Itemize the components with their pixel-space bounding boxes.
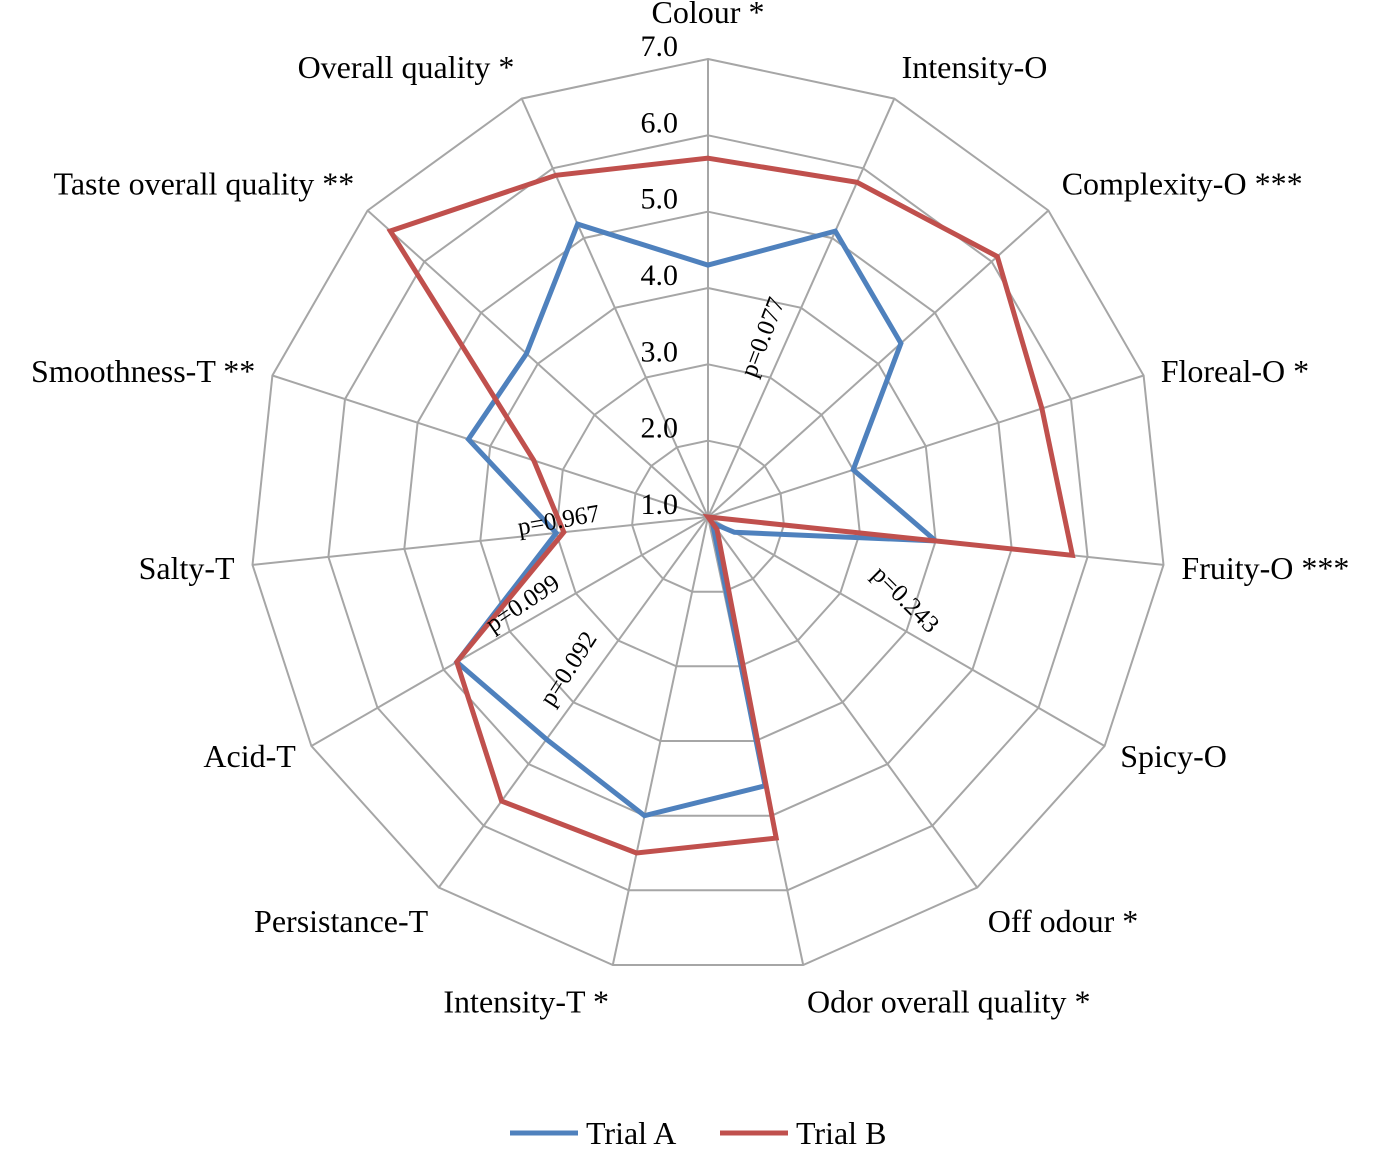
tick-label: 4.0 (641, 259, 679, 292)
spoke (310, 516, 709, 747)
spoke (366, 209, 709, 518)
legend: Trial A Trial B (510, 1115, 886, 1151)
axis-label: Overall quality * (298, 49, 515, 85)
axis-label: Taste overall quality ** (54, 166, 355, 202)
tick-label: 2.0 (641, 412, 679, 445)
axis-label-layer: Colour * Intensity-O Complexity-O *** Flore… (31, 0, 1349, 1020)
axis-label: Colour * (652, 0, 765, 30)
grid-ring-2.0 (631, 439, 785, 593)
grid-layer (251, 57, 1165, 966)
axis-label: Spicy-O (1120, 738, 1227, 774)
spoke (707, 209, 1050, 518)
spoke (252, 516, 709, 566)
series-line-trial-a (453, 221, 943, 819)
grid-ring-6.0 (327, 134, 1089, 892)
spoke (520, 98, 709, 518)
axis-label: Salty-T (139, 550, 235, 586)
axis-label: Odor overall quality * (807, 984, 1090, 1020)
legend-label: Trial A (586, 1115, 676, 1151)
spoke (707, 98, 896, 518)
tick-label: 5.0 (641, 183, 679, 216)
series-layer (386, 155, 1076, 856)
tick-label: 6.0 (641, 106, 679, 139)
grid-ring-3.0 (555, 363, 861, 668)
axis-label: Smoothness-T ** (31, 353, 255, 389)
axis-label: Complexity-O *** (1062, 166, 1303, 202)
p-value-annotation: p=0.077 (736, 294, 791, 381)
axis-label: Off odour * (988, 903, 1139, 939)
grid-ring-7.0 (251, 57, 1165, 966)
axis-label: Acid-T (203, 738, 296, 774)
tick-label: 7.0 (641, 30, 679, 63)
spoke (707, 516, 1106, 747)
axis-label: Persistance-T (254, 903, 429, 939)
grid-ring-5.0 (403, 210, 1013, 817)
axis-label: Intensity-T * (443, 984, 609, 1020)
axis-label: Intensity-O (902, 49, 1048, 85)
grid-ring-4.0 (479, 286, 937, 742)
legend-label: Trial B (796, 1115, 886, 1151)
tick-label: 3.0 (641, 335, 679, 368)
spoke (707, 374, 1144, 518)
tick-label-layer: 1.0 2.0 3.0 4.0 5.0 6.0 7.0 (641, 30, 679, 521)
axis-label: Floreal-O * (1161, 353, 1309, 389)
spoke (272, 374, 709, 518)
spoke (437, 516, 709, 889)
spoke (611, 516, 709, 966)
series-line-trial-b (386, 155, 1076, 856)
tick-label: 1.0 (641, 488, 679, 521)
p-value-annotation: p=0.243 (866, 561, 944, 639)
spoke (707, 516, 979, 889)
axis-label: Fruity-O *** (1181, 550, 1349, 586)
